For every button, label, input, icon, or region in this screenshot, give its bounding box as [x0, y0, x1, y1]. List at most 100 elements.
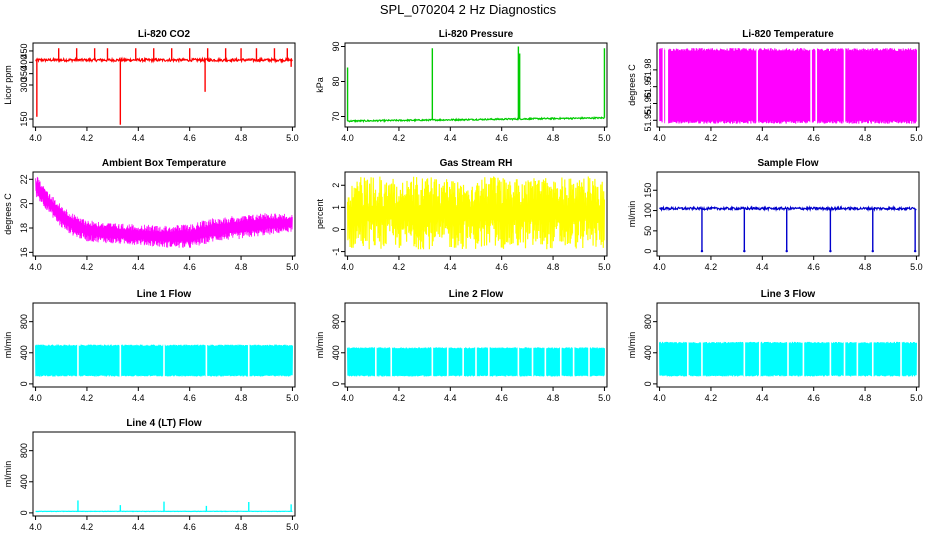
- x-tick-label: 4.4: [132, 522, 145, 532]
- series-trace: [659, 205, 917, 212]
- chart-data-layer: [346, 46, 606, 123]
- y-axis-label: ml/min: [3, 461, 13, 488]
- x-tick-label: 4.0: [29, 522, 42, 532]
- plot-frame: [32, 302, 296, 388]
- x-tick-label: 4.6: [495, 133, 508, 143]
- x-tick-label: 4.8: [235, 393, 248, 403]
- data-dip-point: [829, 249, 832, 253]
- chart-panel-9: Line 3 Flow 4.0 4.2 4.4 4.6 4.8 5.0 0 400 800 ml/m…: [627, 289, 923, 403]
- chart-data-layer: [659, 340, 917, 378]
- y-tick-label: 150: [19, 112, 29, 127]
- x-tick-label: 4.8: [547, 393, 560, 403]
- x-tick-label: 4.4: [444, 133, 457, 143]
- chart-title: Gas Stream RH: [440, 158, 513, 169]
- x-tick-label: 4.0: [341, 262, 354, 272]
- y-tick-label: -1: [331, 248, 341, 256]
- y-axis-label: ml/min: [315, 332, 325, 359]
- y-tick-label: 0: [643, 249, 653, 254]
- x-tick-label: 5.0: [910, 262, 923, 272]
- data-dip-point: [871, 249, 874, 253]
- y-tick-label: 51.97: [643, 75, 653, 98]
- x-tick-label: 5.0: [910, 393, 923, 403]
- chart-data-layer: [35, 343, 293, 378]
- y-tick-label: 450: [19, 43, 29, 58]
- x-tick-label: 4.2: [393, 133, 406, 143]
- x-tick-label: 4.8: [235, 522, 248, 532]
- chart-data-layer: [347, 176, 605, 250]
- x-tick-label: 4.6: [495, 393, 508, 403]
- x-tick-label: 4.4: [444, 393, 457, 403]
- y-tick-label: 400: [331, 345, 341, 360]
- x-tick-label: 4.8: [235, 133, 248, 143]
- chart-panel-5: Gas Stream RH 4.0 4.2 4.4 4.6 4.8 5.0 -1 0 1 2 perc…: [315, 158, 611, 272]
- series-band: [347, 176, 605, 250]
- x-tick-label: 4.0: [29, 262, 42, 272]
- y-tick-label: 90: [331, 41, 341, 51]
- x-tick-label: 4.2: [393, 393, 406, 403]
- x-tick-label: 4.2: [705, 133, 718, 143]
- y-tick-label: 800: [19, 314, 29, 329]
- plot-frame: [344, 171, 608, 257]
- figure-title: SPL_070204 2 Hz Diagnostics: [379, 2, 557, 17]
- chart-panel-7: Line 1 Flow 4.0 4.2 4.4 4.6 4.8 5.0 0 400 800 ml/m…: [3, 289, 299, 403]
- x-tick-label: 5.0: [286, 133, 299, 143]
- series-trace: [35, 176, 293, 248]
- x-tick-label: 4.4: [756, 262, 769, 272]
- x-tick-label: 4.4: [132, 393, 145, 403]
- series-band: [659, 47, 917, 124]
- x-tick-label: 5.0: [598, 133, 611, 143]
- y-tick-label: 22: [19, 174, 29, 184]
- y-tick-label: 800: [19, 443, 29, 458]
- y-tick-label: 800: [643, 314, 653, 329]
- x-tick-label: 4.0: [29, 393, 42, 403]
- y-tick-label: 0: [331, 227, 341, 232]
- y-tick-label: 150: [643, 183, 653, 198]
- x-tick-label: 4.8: [547, 262, 560, 272]
- y-axis-label: percent: [315, 198, 325, 229]
- y-tick-label: 80: [331, 76, 341, 86]
- y-tick-label: 0: [19, 381, 29, 386]
- chart-title: Line 2 Flow: [449, 289, 504, 300]
- y-tick-label: 350: [19, 66, 29, 81]
- chart-panel-8: Line 2 Flow 4.0 4.2 4.4 4.6 4.8 5.0 0 400 800 ml/m…: [315, 289, 611, 403]
- x-tick-label: 4.0: [341, 393, 354, 403]
- y-axis-label: degrees C: [627, 64, 637, 106]
- chart-title: Li-820 Pressure: [439, 29, 514, 40]
- y-tick-label: 20: [19, 199, 29, 209]
- y-tick-label: 51.95: [643, 109, 653, 132]
- y-axis-label: ml/min: [627, 201, 637, 228]
- chart-title: Line 4 (LT) Flow: [126, 418, 202, 429]
- chart-panel-3: Li-820 Temperature 4.0 4.2 4.4 4.6 4.8 5.0 51.9…: [627, 29, 923, 143]
- chart-data-layer: [35, 48, 293, 125]
- x-tick-label: 5.0: [286, 393, 299, 403]
- y-tick-label: 0: [643, 381, 653, 386]
- y-tick-label: 70: [331, 111, 341, 121]
- x-tick-label: 4.6: [807, 262, 820, 272]
- y-tick-label: 300: [19, 77, 29, 92]
- y-axis-label: ml/min: [627, 332, 637, 359]
- x-tick-label: 4.6: [807, 133, 820, 143]
- y-tick-label: 1: [331, 205, 341, 210]
- x-tick-label: 4.4: [132, 262, 145, 272]
- x-tick-label: 4.6: [183, 522, 196, 532]
- y-tick-label: 400: [19, 474, 29, 489]
- x-tick-label: 4.2: [393, 262, 406, 272]
- y-tick-label: 400: [643, 345, 653, 360]
- x-tick-label: 4.8: [859, 262, 872, 272]
- y-tick-label: 0: [331, 381, 341, 386]
- chart-title: Sample Flow: [757, 158, 818, 169]
- plot-frame: [344, 302, 608, 388]
- y-tick-label: 51.98: [643, 59, 653, 82]
- x-tick-label: 4.6: [807, 393, 820, 403]
- chart-data-layer: [35, 176, 293, 248]
- x-tick-label: 5.0: [286, 522, 299, 532]
- plot-frame: [32, 42, 296, 128]
- plot-frame: [32, 171, 296, 257]
- x-tick-label: 4.6: [183, 133, 196, 143]
- chart-panel-4: Ambient Box Temperature 4.0 4.2 4.4 4.6 4.8 5.…: [3, 158, 299, 272]
- y-tick-label: 400: [19, 345, 29, 360]
- x-tick-label: 4.4: [132, 133, 145, 143]
- y-tick-label: 51.96: [643, 92, 653, 115]
- x-tick-label: 4.0: [653, 393, 666, 403]
- x-tick-label: 4.2: [81, 262, 94, 272]
